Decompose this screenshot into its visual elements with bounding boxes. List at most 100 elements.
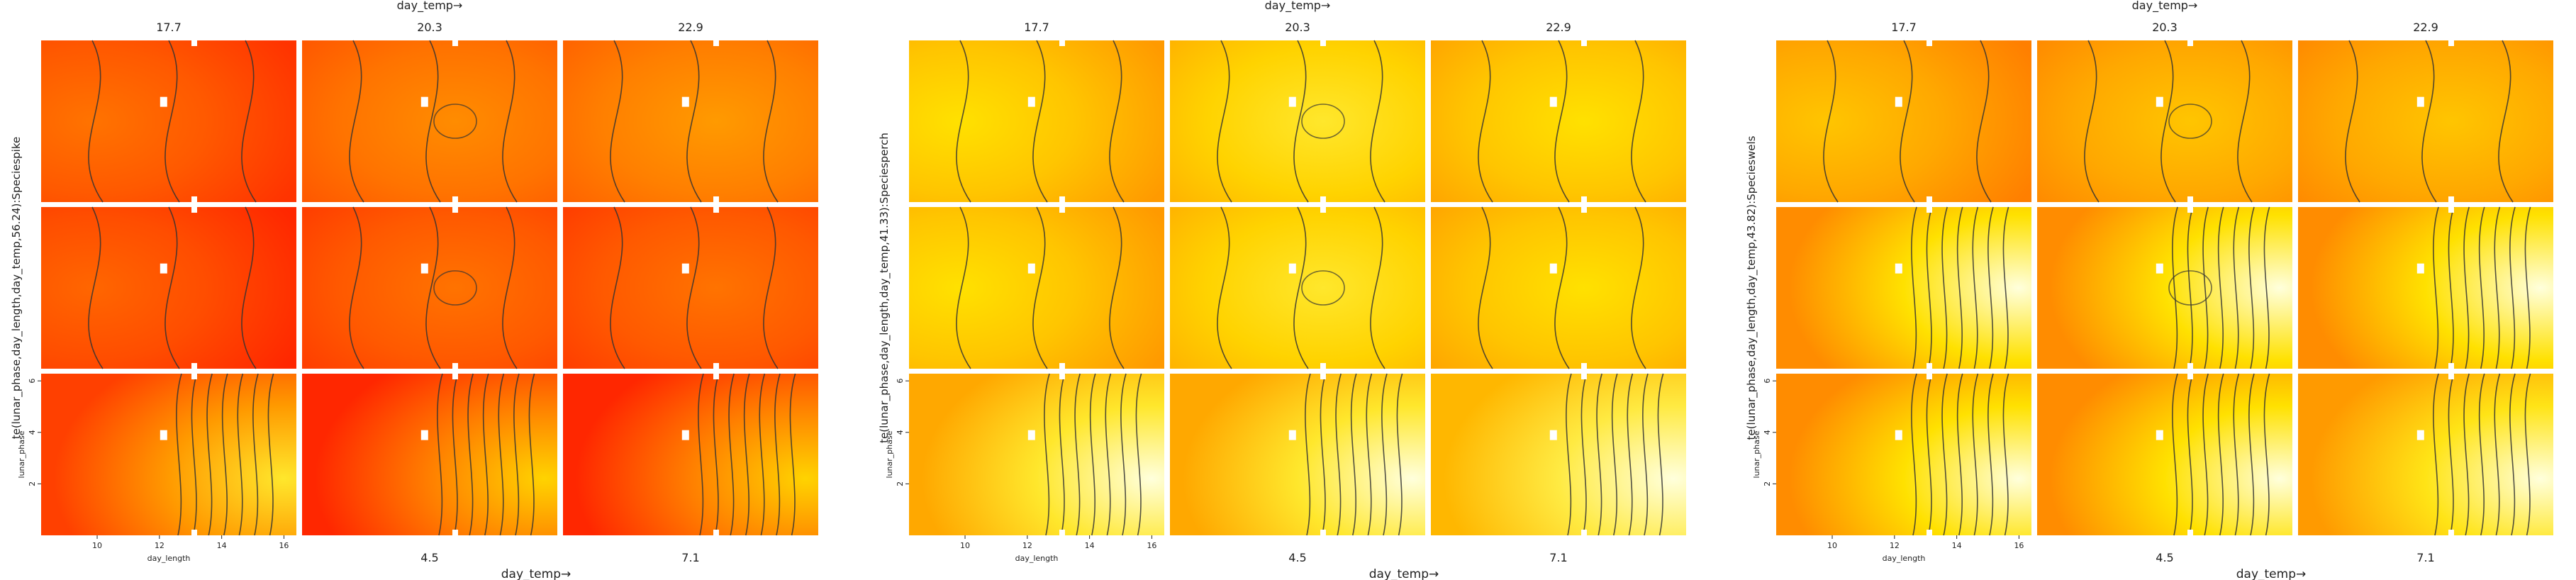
- slice-tick-bottom: [1927, 530, 1932, 538]
- contour-line: [2494, 206, 2501, 369]
- bottom-axis-label: day_temp→: [1369, 567, 1439, 580]
- contour-line: [1478, 40, 1493, 203]
- panel-r0-c1: [302, 38, 557, 205]
- contour-line: [1109, 206, 1125, 369]
- contour-line: [1044, 373, 1050, 536]
- panel-r0-c1: [2037, 38, 2292, 205]
- smooth-term-label: te(lunar_phase,day_length,day_temp,56.24…: [10, 137, 23, 439]
- contour-line: [2002, 373, 2009, 536]
- contour-line: [1381, 373, 1388, 536]
- panel-r1-c0: [909, 204, 1164, 372]
- panel-r1-c2: [2298, 204, 2553, 372]
- contour-line: [1478, 206, 1493, 369]
- slice-tick-bottom: [1059, 530, 1065, 538]
- slice-tick-bottom: [1320, 363, 1326, 372]
- slice-tick-top: [1927, 204, 1932, 213]
- contour-line: [1370, 206, 1385, 369]
- top-temp-label-0: 17.7: [1024, 21, 1049, 34]
- top-temp-label-2: 22.9: [678, 21, 703, 34]
- contour-line: [1911, 206, 1917, 369]
- slice-tick-top: [1320, 371, 1326, 379]
- contour-line: [1631, 40, 1646, 203]
- y-tick-label-1: 4: [28, 430, 37, 435]
- contour-line: [2263, 206, 2270, 369]
- contour-line: [349, 40, 364, 203]
- contour-line: [1293, 40, 1309, 203]
- panel-r2-c2: [2298, 371, 2553, 538]
- contour-loop: [433, 104, 477, 139]
- contour-line: [237, 373, 244, 536]
- contour-line: [2463, 373, 2470, 536]
- y-tick-label-0: 2: [1763, 481, 1772, 486]
- contour-line: [1596, 373, 1602, 536]
- contour-line: [1926, 373, 1933, 536]
- x-tick-label-1: 12: [1890, 541, 1900, 550]
- panel-surface: [1431, 374, 1686, 535]
- panel-r2-c0: [1776, 371, 2031, 538]
- panel-surface: [909, 207, 1164, 369]
- y-tick-label-2: 6: [28, 379, 37, 384]
- slice-tick-bottom: [452, 196, 458, 205]
- slice-tick-bottom: [2187, 196, 2193, 205]
- panel-surface: [1170, 40, 1425, 202]
- panel-r0-c0: [1776, 38, 2031, 205]
- y-tick-label-1: 4: [896, 430, 905, 435]
- slice-tick-top: [1059, 371, 1065, 379]
- contour-line: [743, 373, 750, 536]
- contour-line: [2248, 206, 2255, 369]
- bottom-axis-label: day_temp→: [2236, 567, 2307, 580]
- contour-line: [1580, 373, 1588, 536]
- panel-r2-c1: [302, 371, 557, 538]
- y-tick-label-2: 6: [1763, 379, 1772, 384]
- contour-line: [774, 373, 781, 536]
- top-temp-label-0: 17.7: [1891, 21, 1917, 34]
- panel-r0-c2: [2298, 38, 2553, 205]
- panel-r1-c0: [1776, 204, 2031, 372]
- contour-line: [956, 206, 971, 369]
- contour-line: [1554, 40, 1570, 203]
- slice-tick-top: [452, 38, 458, 46]
- contour-line: [2448, 206, 2455, 369]
- panel-r2-c1: [2037, 371, 2292, 538]
- contour-loop: [2168, 104, 2212, 139]
- contour-line: [1293, 206, 1309, 369]
- top-temp-label-0: 17.7: [156, 21, 182, 34]
- species-group-wels: day_temp→ 17.7 20.3 22.9 4.5 7.1 day_temp→ te(l…: [1745, 0, 2553, 580]
- slice-tick-top: [1581, 38, 1587, 46]
- panel-surface: [302, 374, 557, 535]
- slice-tick-top: [452, 371, 458, 379]
- observation-marker: [1027, 96, 1035, 107]
- contour-line: [2233, 206, 2240, 369]
- contour-line: [1987, 206, 1994, 369]
- observation-marker: [1895, 263, 1902, 274]
- x-tick-label-2: 14: [217, 541, 227, 550]
- bottom-axis-label: day_temp→: [501, 567, 571, 580]
- contour-line: [2002, 206, 2009, 369]
- contour-line: [482, 373, 489, 536]
- bottom-temp-label-2: 7.1: [1549, 551, 1567, 564]
- panel-surface: [563, 40, 818, 202]
- slice-tick-top: [2187, 204, 2193, 213]
- slice-tick-bottom: [191, 196, 197, 205]
- contour-line: [502, 40, 518, 203]
- panel-surface: [563, 207, 818, 369]
- contour-line: [452, 373, 459, 536]
- contour-line: [2160, 40, 2176, 203]
- slice-tick-top: [713, 204, 719, 213]
- contour-line: [956, 40, 971, 203]
- contour-line: [2498, 40, 2514, 203]
- contour-loop: [433, 270, 477, 306]
- contour-line: [1972, 206, 1979, 369]
- slice-tick-top: [191, 38, 197, 46]
- contour-line: [2448, 373, 2455, 536]
- y-tick-label-0: 2: [896, 481, 905, 486]
- contour-line: [165, 206, 180, 369]
- panel-surface: [1170, 374, 1425, 535]
- contour-line: [1900, 40, 1915, 203]
- contour-line: [2494, 373, 2501, 536]
- panel-r2-c2: [1431, 371, 1686, 538]
- slice-tick-top: [2448, 38, 2454, 46]
- x-axis-title: day_length: [147, 554, 191, 563]
- panel-surface: [302, 40, 557, 202]
- panel-r0-c1: [1170, 38, 1425, 205]
